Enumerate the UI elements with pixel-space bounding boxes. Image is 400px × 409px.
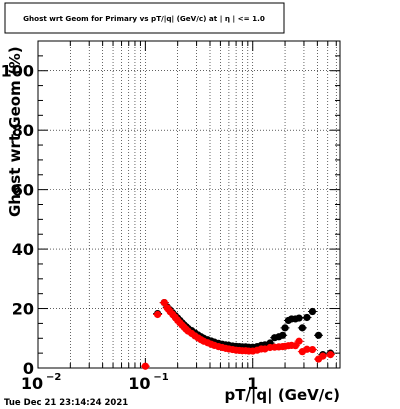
chart-title: Ghost wrt Geom for Primary vs pT/|q| (Ge… xyxy=(23,14,265,24)
y-tick-label: 0 xyxy=(23,359,34,378)
y-tick-label: 60 xyxy=(12,181,34,200)
x-tick-exponent: −2 xyxy=(46,372,61,383)
x-tick-exponent: −1 xyxy=(153,372,168,383)
black-series-point xyxy=(281,324,289,332)
red-series-point xyxy=(308,345,317,354)
black-series-point xyxy=(298,324,306,332)
red-series-point xyxy=(326,351,335,359)
data-points xyxy=(140,299,335,370)
red-series-point xyxy=(319,352,327,360)
x-axis: 10 −2 10 −1 1 xyxy=(21,41,337,393)
y-tick-label: 100 xyxy=(1,62,34,81)
y-axis-label: Ghost wrt Geom (%) xyxy=(6,46,24,217)
title-box xyxy=(4,2,285,34)
y-axis: 0 20 40 60 80 100 xyxy=(1,40,340,378)
black-series-point xyxy=(295,314,303,322)
red-series-point xyxy=(141,362,149,370)
y-tick-label: 20 xyxy=(12,300,34,319)
timestamp: Tue Dec 21 23:14:24 2021 xyxy=(4,398,128,408)
black-series-point xyxy=(279,331,287,339)
black-series-point xyxy=(303,313,311,322)
black-series-point xyxy=(314,331,323,339)
x-tick-label: 10 xyxy=(21,374,43,393)
x-axis-label: pT/|q| (GeV/c) xyxy=(224,386,340,405)
y-tick-label: 80 xyxy=(12,121,34,140)
red-series-point xyxy=(295,337,303,345)
gridlines xyxy=(38,41,340,368)
y-tick-label: 40 xyxy=(12,240,34,259)
plot-frame xyxy=(37,40,341,369)
red-series-point xyxy=(303,345,311,353)
red-series-point xyxy=(160,299,168,307)
red-series-point xyxy=(153,310,162,319)
x-tick-label: 10 xyxy=(128,374,150,393)
black-series-point xyxy=(308,307,317,316)
x-tick-label: 1 xyxy=(247,374,258,393)
